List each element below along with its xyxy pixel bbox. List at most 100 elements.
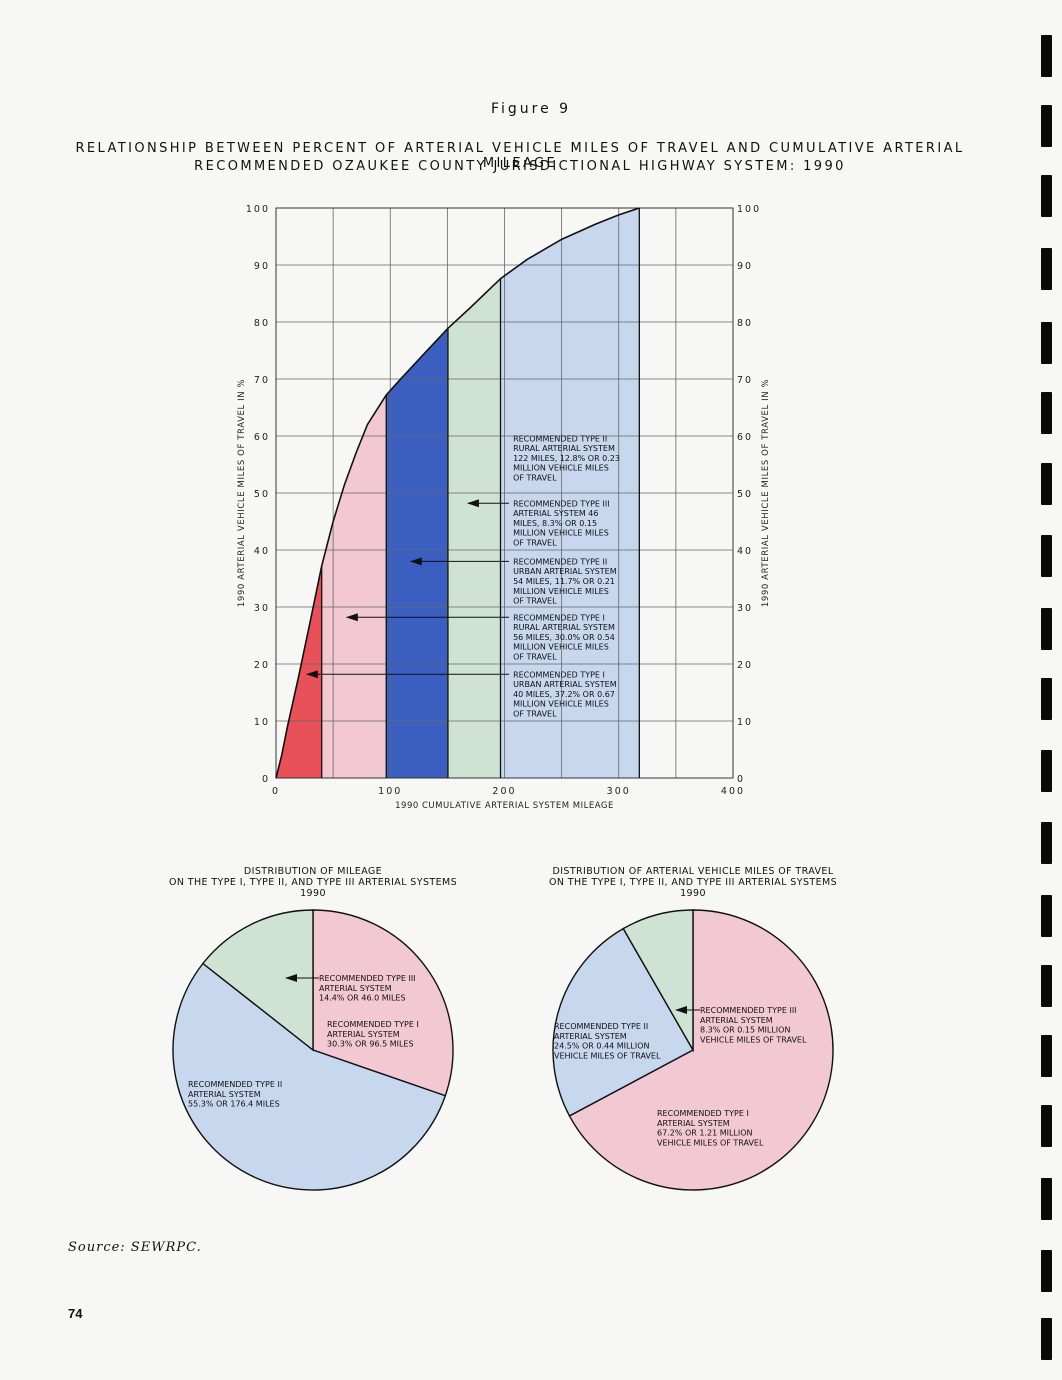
pie-title-line: DISTRIBUTION OF MILEAGE <box>244 866 382 877</box>
pie-slice-label: RECOMMENDED TYPE I ARTERIAL SYSTEM 67.2% O… <box>657 1109 764 1147</box>
binder-hole <box>1041 1178 1052 1220</box>
annotation-line: MILLION VEHICLE MILES <box>513 529 609 538</box>
y-tick-label-right: 50 <box>737 489 753 500</box>
annotation-line: OF TRAVEL <box>513 709 557 718</box>
pie-label-line: VEHICLE MILES OF TRAVEL <box>657 1138 764 1147</box>
figure-label: Figure 9 <box>490 101 572 117</box>
y-tick-label-right: 70 <box>737 375 753 386</box>
y-tick-label-left: 20 <box>254 660 270 671</box>
band-type-i-rural <box>321 394 387 778</box>
pie-label-line: ARTERIAL SYSTEM <box>657 1119 730 1128</box>
pie-title-line: DISTRIBUTION OF ARTERIAL VEHICLE MILES O… <box>552 866 833 877</box>
binder-hole <box>1041 1035 1052 1077</box>
annotation-line: 40 MILES, 37.2% OR 0.67 <box>513 690 615 699</box>
chart-title-line-2: RECOMMENDED OZAUKEE COUNTY JURISDICTIONA… <box>194 159 846 174</box>
vmt-pie-chart: DISTRIBUTION OF ARTERIAL VEHICLE MILES O… <box>549 866 837 1191</box>
pie-label-line: 30.3% OR 96.5 MILES <box>327 1040 414 1049</box>
binder-hole <box>1041 895 1052 937</box>
pie-slice-type-iii <box>201 909 314 1052</box>
annotation-line: MILLION VEHICLE MILES <box>513 464 609 473</box>
y-axis-title-right: 1990 ARTERIAL VEHICLE MILES OF TRAVEL IN… <box>761 379 771 607</box>
pie-label-line: 24.5% OR 0.44 MILLION <box>554 1042 650 1051</box>
annotation-label: RECOMMENDED TYPE II RURAL ARTERIAL SYSTEM… <box>513 434 620 482</box>
y-tick-label-left: 70 <box>254 375 270 386</box>
annotation-line: 54 MILES, 11.7% OR 0.21 <box>513 577 615 586</box>
x-axis-title: 1990 CUMULATIVE ARTERIAL SYSTEM MILEAGE <box>395 801 614 811</box>
annotation-line: RECOMMENDED TYPE I <box>513 670 605 679</box>
y-tick-label-right: 80 <box>737 318 753 329</box>
pie-slice-label: RECOMMENDED TYPE III ARTERIAL SYSTEM 8.3% … <box>700 1006 807 1044</box>
annotation-label: RECOMMENDED TYPE III ARTERIAL SYSTEM 46 MI… <box>513 499 610 547</box>
source-note: Source: SEWRPC. <box>68 1240 202 1255</box>
y-tick-label-right: 100 <box>737 204 761 215</box>
pie-title-line: 1990 <box>680 888 706 899</box>
pie-slice-type-iii <box>622 909 694 1053</box>
pie-label-line: 14.4% OR 46.0 MILES <box>319 994 406 1003</box>
annotation-label: RECOMMENDED TYPE II URBAN ARTERIAL SYSTEM… <box>513 557 617 605</box>
binder-hole <box>1041 248 1052 290</box>
y-tick-label-right: 10 <box>737 717 753 728</box>
annotation-line: URBAN ARTERIAL SYSTEM <box>513 567 617 576</box>
annotation-line: OF TRAVEL <box>513 652 557 661</box>
pie-label-line: VEHICLE MILES OF TRAVEL <box>554 1051 661 1060</box>
binder-hole <box>1041 35 1052 77</box>
y-tick-label-right: 40 <box>737 546 753 557</box>
annotation-line: RECOMMENDED TYPE II <box>513 557 607 566</box>
y-tick-label-left: 50 <box>254 489 270 500</box>
band-type-i-urban <box>276 565 322 778</box>
pie-title-line: ON THE TYPE I, TYPE II, AND TYPE III ART… <box>169 877 457 888</box>
pie-slice-type-ii <box>172 962 447 1191</box>
y-tick-label-left: 30 <box>254 603 270 614</box>
pie-slice-label: RECOMMENDED TYPE II ARTERIAL SYSTEM 55.3% … <box>188 1080 282 1109</box>
pie-slice-type-ii <box>552 927 694 1117</box>
y-tick-label-right: 90 <box>737 261 753 272</box>
y-tick-label-left: 0 <box>262 774 270 785</box>
y-tick-label-left: 100 <box>246 204 270 215</box>
binder-hole <box>1041 822 1052 864</box>
binder-hole <box>1041 678 1052 720</box>
pie-label-line: RECOMMENDED TYPE II <box>188 1080 282 1089</box>
binder-hole <box>1041 1105 1052 1147</box>
pie-label-line: 55.3% OR 176.4 MILES <box>188 1100 280 1109</box>
pie-title-line: ON THE TYPE I, TYPE II, AND TYPE III ART… <box>549 877 837 888</box>
cumulative-curve <box>275 207 640 779</box>
binder-hole <box>1041 105 1052 147</box>
y-tick-label-left: 80 <box>254 318 270 329</box>
annotation-line: MILES, 8.3% OR 0.15 <box>513 519 597 528</box>
pie-label-line: RECOMMENDED TYPE I <box>327 1020 419 1029</box>
annotation-line: OF TRAVEL <box>513 538 557 547</box>
y-tick-label-right: 60 <box>737 432 753 443</box>
pie-label-line: ARTERIAL SYSTEM <box>554 1032 627 1041</box>
y-axis-title-left: 1990 ARTERIAL VEHICLE MILES OF TRAVEL IN… <box>237 379 247 607</box>
pie-label-line: RECOMMENDED TYPE III <box>700 1006 797 1015</box>
y-tick-label-left: 10 <box>254 717 270 728</box>
annotation-line: MILLION VEHICLE MILES <box>513 587 609 596</box>
y-tick-label-right: 0 <box>737 774 745 785</box>
annotation-line: RURAL ARTERIAL SYSTEM <box>513 444 615 453</box>
pie-label-line: ARTERIAL SYSTEM <box>188 1090 261 1099</box>
pie-label-line: RECOMMENDED TYPE I <box>657 1109 749 1118</box>
pie-slice-label: RECOMMENDED TYPE II ARTERIAL SYSTEM 24.5% … <box>554 1022 661 1060</box>
annotation-line: MILLION VEHICLE MILES <box>513 643 609 652</box>
x-tick-label: 400 <box>721 786 745 797</box>
pie-title-line: 1990 <box>300 888 326 899</box>
pie-label-line: RECOMMENDED TYPE III <box>319 974 416 983</box>
x-tick-label: 200 <box>492 786 516 797</box>
annotation-line: OF TRAVEL <box>513 597 557 606</box>
annotation-label: RECOMMENDED TYPE I RURAL ARTERIAL SYSTEM 5… <box>513 613 615 661</box>
binder-hole <box>1041 392 1052 434</box>
pie-label-line: RECOMMENDED TYPE II <box>554 1022 648 1031</box>
plot-frame <box>275 207 734 779</box>
binder-hole <box>1041 535 1052 577</box>
x-tick-label: 0 <box>272 786 280 797</box>
binder-hole <box>1041 175 1052 217</box>
y-tick-label-left: 40 <box>254 546 270 557</box>
y-tick-label-left: 60 <box>254 432 270 443</box>
binder-hole <box>1041 463 1052 505</box>
band-type-ii-urban <box>386 328 448 778</box>
binder-hole <box>1041 750 1052 792</box>
x-tick-label: 300 <box>607 786 631 797</box>
binder-hole <box>1041 965 1052 1007</box>
